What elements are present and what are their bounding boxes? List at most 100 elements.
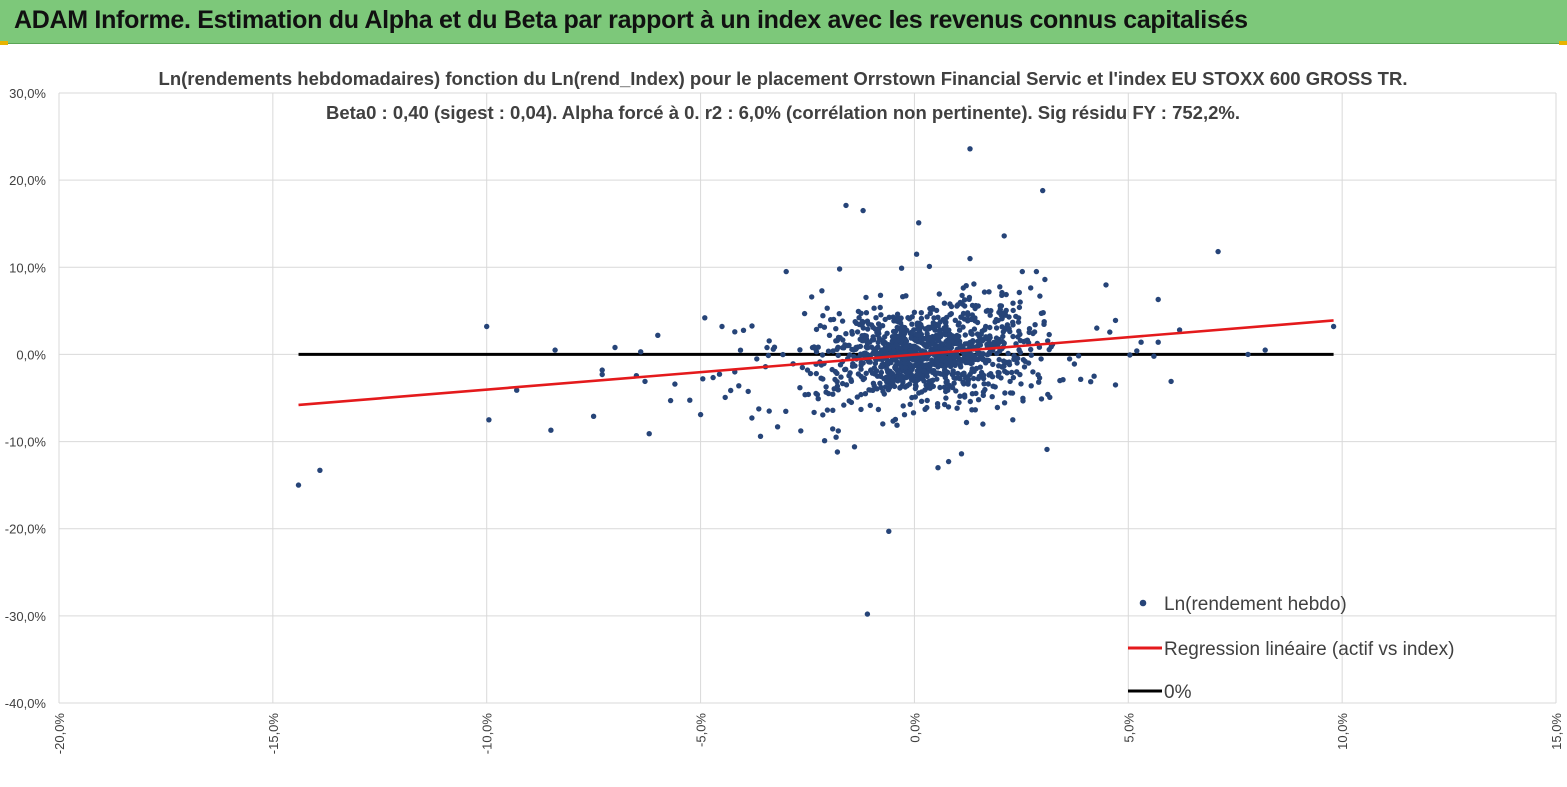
data-point <box>813 370 819 377</box>
data-point <box>732 329 738 335</box>
data-point <box>912 382 919 388</box>
data-point <box>801 310 808 317</box>
data-point <box>935 465 941 471</box>
data-point <box>937 384 943 391</box>
data-point <box>886 358 892 365</box>
data-point <box>900 329 907 335</box>
data-point <box>918 310 924 316</box>
data-point <box>975 397 982 403</box>
data-point <box>697 411 704 418</box>
data-point <box>1030 369 1036 375</box>
data-point <box>843 202 849 209</box>
data-point <box>941 401 948 408</box>
data-point <box>1094 325 1100 331</box>
data-point <box>740 327 747 333</box>
data-point <box>797 385 803 391</box>
data-point <box>832 368 839 375</box>
data-point <box>936 355 942 362</box>
data-point <box>877 380 883 386</box>
data-point <box>710 374 716 381</box>
data-point <box>924 397 930 404</box>
data-point <box>927 363 933 369</box>
data-point <box>845 342 851 349</box>
y-tick-label: 30,0% <box>9 86 46 101</box>
data-point <box>935 404 941 410</box>
data-point <box>977 335 983 341</box>
data-point <box>885 342 892 348</box>
data-point <box>984 341 990 348</box>
data-point <box>866 339 873 345</box>
data-point <box>295 482 302 488</box>
data-point <box>945 404 952 410</box>
data-point <box>886 528 892 534</box>
data-point <box>999 364 1005 370</box>
data-point <box>863 334 869 340</box>
data-point <box>865 321 872 327</box>
data-point <box>835 387 841 393</box>
data-point <box>1103 282 1109 288</box>
data-point <box>944 380 950 386</box>
data-point <box>1022 358 1028 364</box>
data-point <box>838 374 844 380</box>
y-tick-label: 10,0% <box>9 260 46 275</box>
data-point <box>766 338 772 344</box>
x-tick-label: -10,0% <box>480 713 495 755</box>
data-point <box>911 309 918 315</box>
data-point <box>1112 317 1119 324</box>
data-point <box>930 383 936 390</box>
data-point <box>836 266 843 272</box>
data-point <box>900 379 906 385</box>
data-point <box>876 335 882 341</box>
data-point <box>890 314 896 320</box>
data-point <box>1028 285 1034 291</box>
data-point <box>891 334 897 340</box>
data-point <box>719 323 725 330</box>
data-point <box>1000 333 1006 340</box>
data-point <box>839 318 846 324</box>
data-point <box>1031 329 1038 335</box>
data-point <box>938 371 944 377</box>
data-point <box>599 371 605 378</box>
data-point <box>908 349 915 355</box>
data-point <box>863 310 870 316</box>
data-point <box>1010 300 1016 306</box>
data-point <box>978 369 985 376</box>
data-point <box>1003 291 1009 298</box>
data-point <box>754 356 760 362</box>
report-header: ADAM Informe. Estimation du Alpha et du … <box>0 0 1567 44</box>
data-point <box>903 338 909 345</box>
data-point <box>819 352 826 358</box>
data-point <box>860 376 866 383</box>
data-point <box>975 303 981 309</box>
y-tick-label: -20,0% <box>5 522 47 537</box>
data-point <box>879 347 885 353</box>
data-point <box>820 313 826 319</box>
data-point <box>993 325 1000 331</box>
data-point <box>1168 378 1174 385</box>
data-point <box>1026 326 1033 332</box>
data-point <box>910 410 917 416</box>
data-point <box>830 426 836 432</box>
data-point <box>1088 379 1094 385</box>
data-point <box>982 386 988 393</box>
data-point <box>835 428 841 434</box>
data-point <box>1046 331 1052 338</box>
data-point <box>913 251 920 257</box>
data-point <box>966 376 972 382</box>
data-point <box>946 334 953 341</box>
data-point <box>849 328 855 335</box>
data-point <box>922 363 928 369</box>
data-point <box>932 343 938 350</box>
data-point <box>981 381 987 387</box>
data-point <box>908 376 915 383</box>
data-point <box>937 329 943 335</box>
data-point <box>716 371 723 377</box>
data-point <box>898 346 904 352</box>
data-point <box>952 358 958 365</box>
data-point <box>958 364 964 370</box>
data-point <box>1017 337 1024 344</box>
x-tick-label: 15,0% <box>1549 713 1564 750</box>
data-point <box>890 380 896 386</box>
data-point <box>892 416 899 423</box>
data-point <box>1009 369 1015 376</box>
